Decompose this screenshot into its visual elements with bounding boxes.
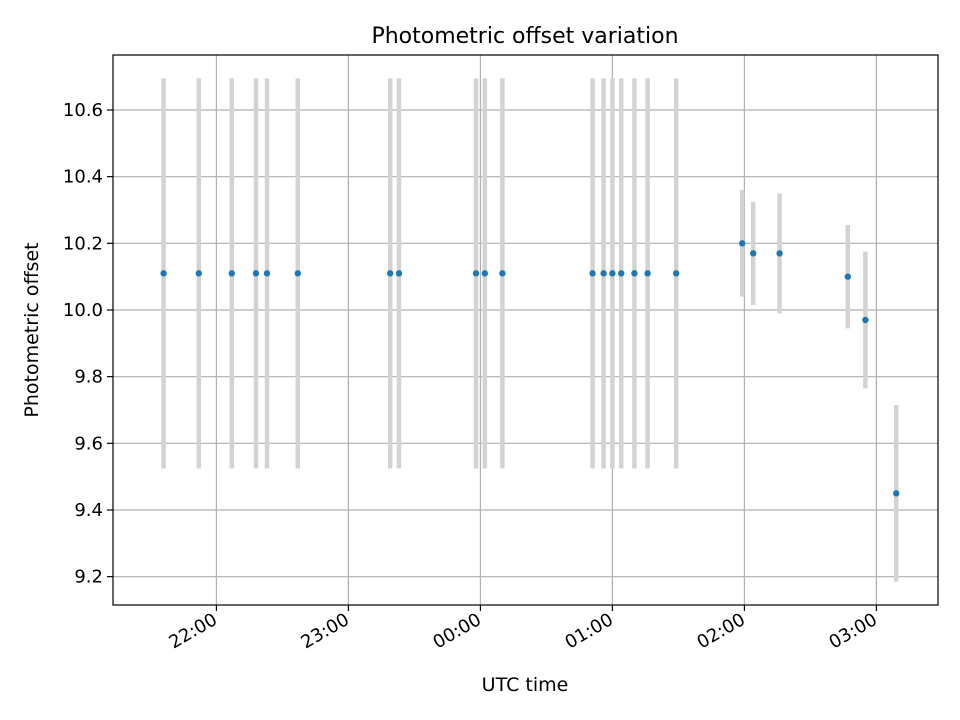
chart-title: Photometric offset variation [371,24,678,49]
data-point [195,270,202,277]
data-point [618,270,625,277]
data-point [395,270,403,277]
x-tick-label: 03:00 [825,609,880,653]
y-tick-label: 9.4 [74,500,103,521]
y-ticks: 9.2 9.4 9.6 9.8 10.0 10.2 10.4 10.6 [63,100,113,588]
y-tick-label: 10.2 [63,233,103,254]
y-axis-label: Photometric offset [21,242,43,417]
data-point [609,270,616,277]
y-tick-label: 9.8 [74,367,103,388]
data-point [893,490,900,497]
data-point [252,270,260,277]
axes-frame [112,54,939,606]
data-point [160,270,167,277]
x-axis-label: UTC time [482,674,569,696]
data-point [750,250,757,257]
x-tick-label: 23:00 [297,609,352,653]
y-tick-label: 9.2 [74,567,103,588]
data-point [844,273,851,280]
data-point [673,270,680,277]
data-point [499,270,506,277]
y-tick-label: 10.4 [63,167,103,188]
data-point [294,270,301,277]
x-tick-label: 00:00 [429,609,484,653]
x-tick-label: 01:00 [561,609,616,653]
y-tick-label: 10.6 [63,100,103,121]
data-point [472,270,480,277]
data-point [481,270,488,277]
data-point [862,316,869,324]
data-point [263,270,271,277]
data-point [228,270,235,277]
data-point [387,270,394,277]
x-ticks: 22:00 23:00 00:00 01:00 02:00 03:00 [165,605,881,653]
grid [113,55,938,605]
data-point [739,240,746,247]
data-point [644,270,651,277]
data-point [776,250,783,257]
data-point [631,270,638,277]
x-tick-label: 22:00 [165,609,220,653]
data-points [160,240,900,497]
y-tick-label: 10.0 [63,300,103,321]
plot-area [113,55,938,605]
data-point [600,270,607,277]
data-point [589,270,596,277]
y-tick-label: 9.6 [74,433,103,454]
x-tick-label: 02:00 [693,609,748,653]
